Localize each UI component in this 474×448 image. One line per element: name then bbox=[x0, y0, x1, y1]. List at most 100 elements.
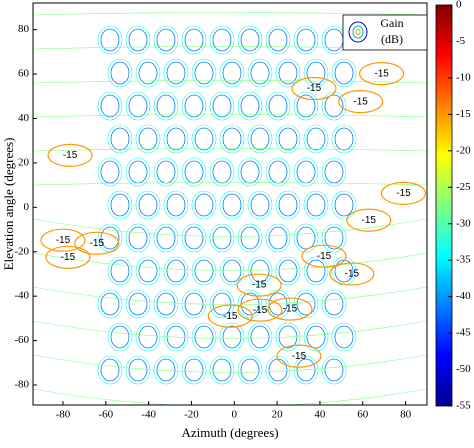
x-tick-label: 60 bbox=[357, 409, 369, 421]
sidelobe-contour bbox=[97, 91, 123, 121]
sidelobe-contour bbox=[156, 292, 176, 316]
sidelobe-contour bbox=[240, 28, 260, 52]
contour-line bbox=[346, 208, 392, 232]
sidelobe-contour bbox=[275, 322, 301, 352]
contour-label: -15 bbox=[223, 311, 238, 322]
colorbar-tick-label: -10 bbox=[456, 71, 471, 83]
contour-label: -15 bbox=[63, 150, 78, 161]
sidelobe-contour bbox=[222, 325, 242, 349]
sidelobe-contour bbox=[240, 160, 260, 184]
sidelobe-contour bbox=[321, 157, 347, 187]
sidelobe-contour bbox=[324, 160, 344, 184]
sidelobe-contour bbox=[306, 325, 326, 349]
edge-contour bbox=[33, 218, 427, 237]
sidelobe-contour bbox=[156, 28, 176, 52]
sidelobe-contour bbox=[324, 358, 344, 382]
sidelobe-contour bbox=[194, 193, 214, 217]
edge-contour bbox=[33, 148, 427, 152]
edge-contour bbox=[33, 114, 427, 118]
sidelobe-contour bbox=[324, 94, 344, 118]
sidelobe-contour bbox=[250, 61, 270, 85]
sidelobe-contour bbox=[194, 127, 214, 151]
sidelobe-contour bbox=[240, 94, 260, 118]
sidelobe-contour bbox=[97, 25, 123, 55]
plot-frame bbox=[32, 2, 428, 406]
sidelobe-contour bbox=[153, 289, 179, 319]
sidelobe-contour bbox=[278, 61, 298, 85]
sidelobe-contour bbox=[209, 355, 235, 385]
sidelobe-contour bbox=[212, 28, 232, 52]
sidelobe-contour bbox=[331, 124, 357, 154]
sidelobe-contour bbox=[321, 289, 347, 319]
contour-line bbox=[338, 90, 384, 114]
sidelobe-contour bbox=[222, 259, 242, 283]
sidelobe-contour bbox=[138, 127, 158, 151]
edge-contour bbox=[33, 320, 427, 339]
sidelobe-contour bbox=[100, 160, 120, 184]
legend-icon bbox=[352, 25, 364, 39]
contour-label: -15 bbox=[317, 251, 332, 262]
sidelobe-contour bbox=[184, 226, 204, 250]
sidelobe-contour bbox=[191, 190, 217, 220]
sidelobe-contour bbox=[135, 190, 161, 220]
x-tick-label: -80 bbox=[56, 409, 71, 421]
sidelobe-contour bbox=[110, 193, 130, 217]
x-tick-label: -40 bbox=[141, 409, 156, 421]
contour-label: -15 bbox=[283, 304, 298, 315]
sidelobe-contour bbox=[296, 94, 316, 118]
contour-line bbox=[47, 143, 93, 167]
edge-contour bbox=[33, 182, 427, 186]
sidelobe-contour bbox=[296, 28, 316, 52]
sidelobe-contour bbox=[331, 322, 357, 352]
sidelobe-contour bbox=[334, 127, 354, 151]
sidelobe-contour bbox=[194, 259, 214, 283]
sidelobe-contour bbox=[97, 289, 123, 319]
contour-line bbox=[380, 181, 427, 205]
sidelobe-contour bbox=[219, 58, 245, 88]
sidelobe-contour bbox=[153, 91, 179, 121]
sidelobe-contour bbox=[250, 127, 270, 151]
sidelobe-contour bbox=[237, 223, 263, 253]
sidelobe-contour bbox=[184, 28, 204, 52]
sidelobe-contour bbox=[268, 94, 288, 118]
edge-contour bbox=[33, 80, 427, 84]
sidelobe-contour bbox=[153, 25, 179, 55]
sidelobe-contour bbox=[107, 190, 133, 220]
sidelobe-contour bbox=[293, 25, 319, 55]
contour-label: -15 bbox=[362, 215, 377, 226]
sidelobe-contour bbox=[163, 256, 189, 286]
sidelobe-contour bbox=[166, 61, 186, 85]
sidelobe-contour bbox=[247, 124, 273, 154]
colorbar-tick-label: -15 bbox=[456, 108, 471, 120]
contour-line bbox=[74, 231, 120, 255]
sidelobe-contour bbox=[209, 25, 235, 55]
sidelobe-contour bbox=[303, 58, 329, 88]
sidelobe-contour bbox=[107, 124, 133, 154]
contour-label: -15 bbox=[90, 238, 105, 249]
sidelobe-contour bbox=[331, 190, 357, 220]
sidelobe-contour bbox=[293, 289, 319, 319]
sidelobe-contour bbox=[265, 25, 291, 55]
contour-label: -15 bbox=[307, 83, 322, 94]
sidelobe-contour bbox=[100, 358, 120, 382]
sidelobe-contour bbox=[156, 94, 176, 118]
contour-line bbox=[45, 245, 91, 269]
legend-icon bbox=[348, 21, 368, 43]
sidelobe-contour bbox=[237, 25, 263, 55]
sidelobe-contour bbox=[278, 259, 298, 283]
sidelobe-contour bbox=[247, 322, 273, 352]
contour-line bbox=[40, 228, 86, 252]
sidelobe-contour bbox=[268, 160, 288, 184]
sidelobe-contour bbox=[97, 355, 123, 385]
x-tick-label: -60 bbox=[98, 409, 113, 421]
sidelobe-contour bbox=[128, 94, 148, 118]
sidelobe-contour bbox=[306, 193, 326, 217]
sidelobe-contour bbox=[166, 193, 186, 217]
y-tick-label: -60 bbox=[14, 334, 29, 346]
sidelobe-contour bbox=[184, 160, 204, 184]
y-tick-label: 60 bbox=[18, 68, 30, 80]
y-tick-label: 20 bbox=[18, 156, 30, 168]
legend-icon bbox=[355, 29, 361, 35]
sidelobe-contour bbox=[247, 256, 273, 286]
sidelobe-contour bbox=[321, 223, 347, 253]
